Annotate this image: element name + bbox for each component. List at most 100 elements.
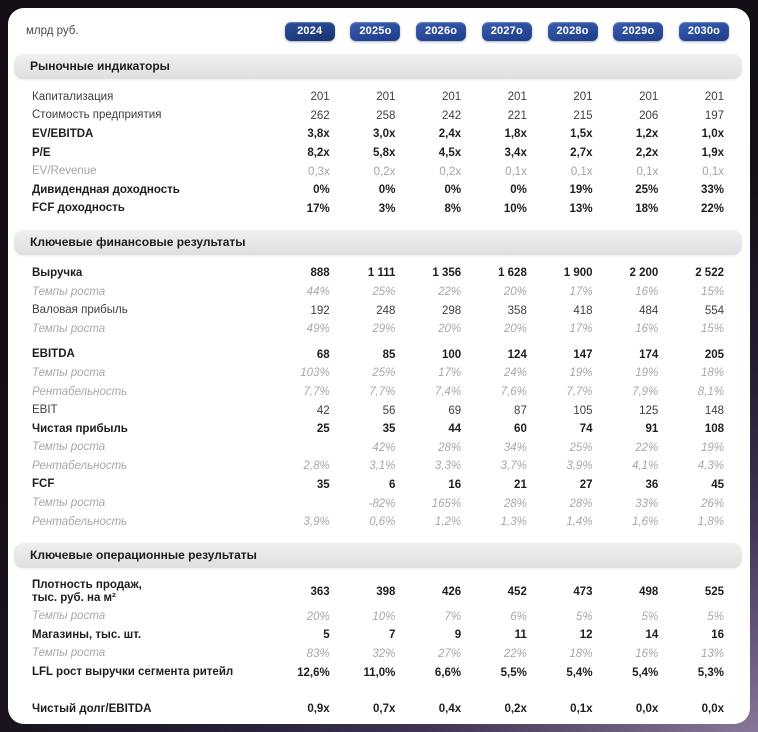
year-column-header: 2024 xyxy=(270,21,336,41)
cell-value: 0,0x xyxy=(635,703,659,716)
cell-value: 20% xyxy=(306,610,330,623)
cell-value: 3,3% xyxy=(434,460,462,473)
cell-value: 0,4x xyxy=(438,703,462,716)
cell-value: 2,2x xyxy=(635,147,659,160)
cell-value: 44 xyxy=(448,423,462,436)
cell-value: 34% xyxy=(503,441,527,454)
cell-value: 248 xyxy=(376,304,396,317)
cell-value: 10% xyxy=(503,202,527,215)
cell-value: 2 522 xyxy=(695,267,724,280)
table-sections: Рыночные индикаторы Капитализация 201 201 20… xyxy=(14,54,742,719)
table-row: Магазины, тыс. шт. 5 7 9 11 12 14 16 xyxy=(26,626,730,645)
table-row: Темпы роста 49% 29% 20% 20% 17% 16% 15% xyxy=(26,320,730,339)
table-row: EV/Revenue 0,3x 0,2x 0,2x 0,1x 0,1x 0,1x 0,1x xyxy=(26,162,730,181)
cell-value: 28% xyxy=(503,497,527,510)
year-chip-2026о[interactable]: 2026о xyxy=(416,21,467,41)
cell-value: 3% xyxy=(378,202,396,215)
cell-value: 5,3% xyxy=(697,666,724,679)
table-row: Темпы роста 20% 10% 7% 6% 5% 5% 5% xyxy=(26,607,730,626)
year-chip-2028о[interactable]: 2028о xyxy=(547,21,598,41)
cell-value: 201 xyxy=(704,91,724,104)
cell-value: 1 628 xyxy=(498,267,527,280)
cell-value xyxy=(270,502,336,506)
year-chip-2025о[interactable]: 2025о xyxy=(350,21,401,41)
cell-value: 27% xyxy=(438,647,462,660)
cell-value: 0,7x xyxy=(373,703,396,716)
cell-value: 22% xyxy=(438,286,462,299)
table-row: Дивидендная доходность 0% 0% 0% 0% 19% 25% 33% xyxy=(26,181,730,200)
cell-value: 68 xyxy=(316,348,330,361)
cell-value: 1,8x xyxy=(504,128,527,141)
cell-value: 0% xyxy=(510,184,527,197)
cell-value: 29% xyxy=(372,323,396,336)
cell-value: 0,2x xyxy=(373,165,396,178)
cell-value: 22% xyxy=(700,202,724,215)
cell-value: 16 xyxy=(448,478,462,491)
row-label: Темпы роста xyxy=(32,366,106,379)
cell-value: 21 xyxy=(514,478,527,491)
cell-value: 174 xyxy=(639,348,659,361)
cell-value: 2,7x xyxy=(570,147,593,160)
table-row: Темпы роста 83% 32% 27% 22% 18% 16% 13% xyxy=(26,645,730,664)
cell-value: 35 xyxy=(382,423,396,436)
cell-value: 205 xyxy=(704,348,724,361)
cell-value: 242 xyxy=(441,109,462,122)
row-label: Темпы роста xyxy=(32,610,106,623)
cell-value: 1,6% xyxy=(632,516,659,529)
year-chip-2027о[interactable]: 2027о xyxy=(481,21,532,41)
table-row: Чистый долг/EBITDA 0,9x 0,7x 0,4x 0,2x 0,1x 0,… xyxy=(26,700,730,719)
table-row: Валовая прибыль 192 248 298 358 418 484 554 xyxy=(26,301,730,320)
row-label: Рентабельность xyxy=(32,385,128,398)
row-label: Темпы роста xyxy=(32,441,106,454)
cell-value: 18% xyxy=(700,367,724,380)
cell-value: 36 xyxy=(645,478,659,491)
cell-value: 15% xyxy=(700,286,724,299)
cell-value: 49% xyxy=(306,323,330,336)
cell-value: 16 xyxy=(711,629,724,642)
table-row: P/E 8,2x 5,8x 4,5x 3,4x 2,7x 2,2x 1,9x xyxy=(26,144,730,163)
row-label: EBITDA xyxy=(32,348,75,361)
cell-value: 33% xyxy=(635,497,659,510)
cell-value: 1 111 xyxy=(367,267,396,280)
cell-value: 0,1x xyxy=(702,165,724,178)
cell-value: 201 xyxy=(310,91,330,104)
row-label: Магазины, тыс. шт. xyxy=(32,628,142,641)
unit-label: млрд руб. xyxy=(26,25,79,37)
year-column-header: 2030о xyxy=(664,21,730,41)
row-label: Выручка xyxy=(32,266,83,279)
cell-value: 17% xyxy=(306,202,330,215)
year-chip-2029о[interactable]: 2029о xyxy=(613,21,664,41)
cell-value: 26% xyxy=(700,497,724,510)
cell-value: 100 xyxy=(441,348,462,361)
cell-value: -82% xyxy=(368,497,396,510)
cell-value: 201 xyxy=(573,91,593,104)
year-chip-2024[interactable]: 2024 xyxy=(284,21,335,41)
cell-value: 8,2x xyxy=(307,147,330,160)
cell-value: 16% xyxy=(635,323,659,336)
cell-value: 105 xyxy=(573,404,593,417)
section-header: Рыночные индикаторы xyxy=(14,54,742,79)
year-column-header: 2025о xyxy=(336,21,402,41)
cell-value: 398 xyxy=(376,586,396,599)
cell-value: 363 xyxy=(310,586,330,599)
row-label: Плотность продаж, тыс. руб. на м² xyxy=(32,579,142,605)
cell-value: 7,6% xyxy=(500,386,527,399)
cell-value: 0,1x xyxy=(505,165,527,178)
cell-value: 20% xyxy=(503,323,527,336)
cell-value: 25% xyxy=(569,441,593,454)
year-chip-2030о[interactable]: 2030о xyxy=(679,21,729,41)
row-label: Капитализация xyxy=(32,90,114,103)
cell-value: 13% xyxy=(700,647,724,660)
cell-value: 426 xyxy=(441,586,462,599)
table-row: Чистая прибыль 25 35 44 60 74 91 108 xyxy=(26,420,730,439)
cell-value: 0,3x xyxy=(307,165,330,178)
cell-value: 7% xyxy=(444,610,462,623)
cell-value: 473 xyxy=(573,586,593,599)
cell-value: 6 xyxy=(389,478,396,491)
cell-value: 11 xyxy=(514,629,527,642)
cell-value: 9 xyxy=(454,629,462,642)
row-label: LFL рост выручки сегмента ритейл xyxy=(32,666,234,679)
cell-value: 19% xyxy=(635,367,659,380)
cell-value: 5,4% xyxy=(632,666,659,679)
